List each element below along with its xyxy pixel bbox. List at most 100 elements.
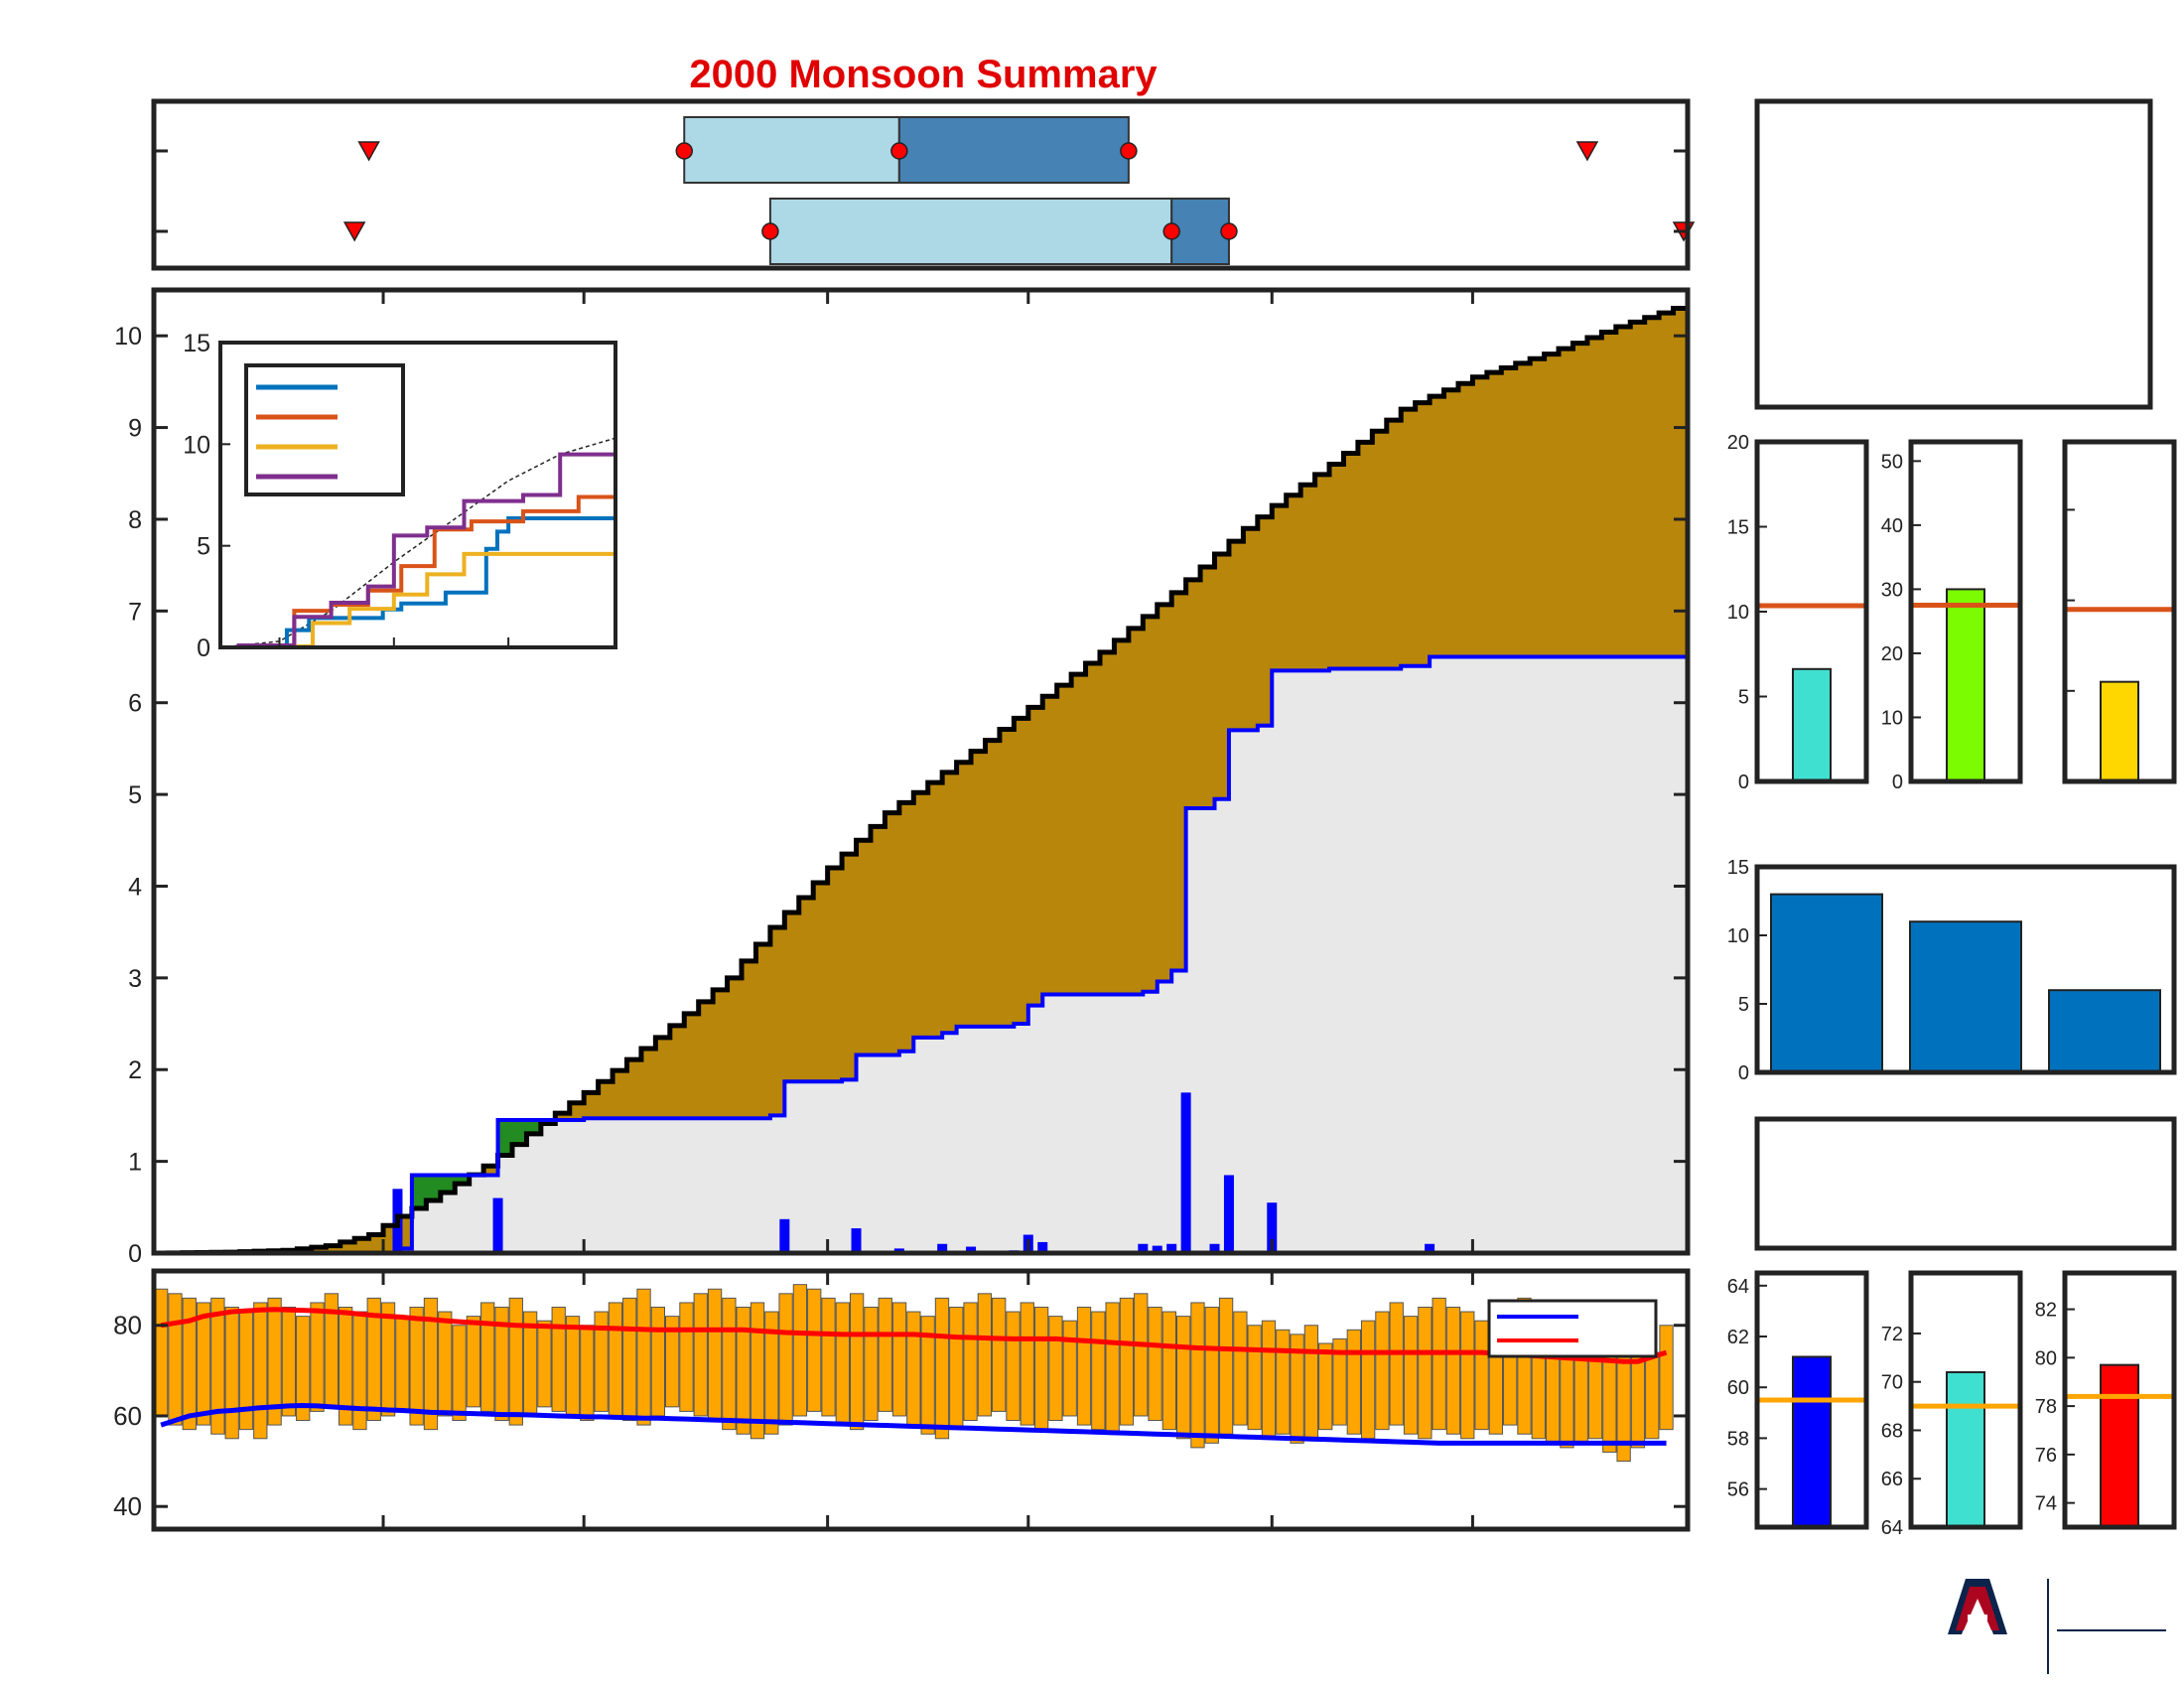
difference-fill (942, 772, 958, 1034)
daily-temp-bar (891, 1302, 907, 1417)
daily-temp-bar (1148, 1306, 1162, 1422)
inset-y-tick-label: 0 (197, 634, 210, 662)
inset-y-tick-label: 10 (183, 431, 210, 459)
daily-temp-bar (1318, 1342, 1333, 1431)
daily-temp-bar (409, 1306, 424, 1426)
daily-temp-bar (693, 1293, 708, 1417)
event-bar (2048, 989, 2161, 1074)
difference-fill (1615, 326, 1631, 657)
timing-frame (151, 98, 1691, 271)
difference-fill (1257, 516, 1273, 726)
daily-temp-bar (310, 1302, 325, 1412)
daily-temp-bar (508, 1297, 523, 1426)
daily-precip-bar (1425, 1243, 1435, 1253)
tmax-bar-frame (2062, 1270, 2177, 1530)
daily-temp-bar (792, 1284, 808, 1417)
daily-temp-bar (778, 1293, 793, 1426)
daily-temp-bar (736, 1306, 751, 1435)
events-y-tick-label: 15 (1727, 857, 1749, 879)
difference-fill (1559, 349, 1574, 657)
difference-fill (1185, 579, 1201, 808)
precip-bar-y-tick-label: 15 (1727, 517, 1749, 539)
difference-fill (426, 1175, 442, 1201)
difference-fill (784, 913, 800, 1082)
daily-temp-bar (1105, 1302, 1120, 1435)
difference-fill (971, 751, 987, 1027)
daily-precip-bar (1138, 1243, 1149, 1253)
daily-temp-bar (168, 1293, 183, 1426)
difference-fill (885, 812, 900, 1055)
daily-precip-bar (1223, 1175, 1234, 1253)
difference-fill (483, 1166, 499, 1176)
difference-fill (1157, 604, 1172, 982)
difference-fill (1572, 343, 1588, 657)
difference-fill (1472, 376, 1488, 657)
difference-fill (1644, 317, 1660, 657)
difference-fill (1114, 639, 1130, 995)
avg-75-marker (1120, 142, 1138, 160)
temps-y-tick-label: 40 (113, 1491, 142, 1521)
daily-temp-bar (182, 1297, 197, 1431)
daily-precip-bar (851, 1228, 862, 1253)
avg-50-marker (890, 142, 908, 160)
difference-fill (1027, 707, 1043, 1006)
y2000-25-50-bar (768, 198, 1173, 265)
daily-temp-bar (1346, 1329, 1361, 1435)
daily-temp-bar (338, 1306, 353, 1426)
temps-legend-box (1487, 1299, 1658, 1358)
daily-temp-bar (1176, 1316, 1191, 1440)
daily-temp-bar (580, 1325, 595, 1422)
daily-temp-bar (1218, 1297, 1234, 1435)
daily-temp-bar (537, 1320, 552, 1408)
difference-fill (1300, 485, 1316, 671)
daily-temp-bar (1445, 1306, 1461, 1435)
difference-fill (455, 1175, 471, 1185)
inset-series-2000 (220, 512, 617, 649)
daily-temp-bar (480, 1302, 495, 1412)
daily-temp-bar (1659, 1325, 1674, 1431)
tavg-bar-y-tick-label: 72 (1881, 1324, 1903, 1345)
daily-temp-bar (835, 1302, 850, 1426)
daily-precip-bar (1209, 1243, 1220, 1253)
main-y-tick-label: 3 (128, 965, 142, 993)
seasonal-stat-bars: 0 5 10 15 20 0 10 20 30 40 50 (1727, 432, 2177, 793)
daily-temp-bar (366, 1297, 381, 1422)
daily-temp-bar (1303, 1325, 1319, 1440)
inset-frame (218, 341, 617, 649)
temps-y-tick-label: 60 (113, 1401, 142, 1431)
difference-fill (1530, 358, 1546, 657)
difference-fill (340, 1241, 355, 1253)
tmin-bar-y-tick-label: 56 (1727, 1479, 1749, 1501)
difference-fill (1386, 420, 1402, 669)
main-y-tick-label: 7 (128, 598, 142, 626)
difference-fill (497, 1120, 513, 1156)
tavg-bar-y-tick-label: 64 (1881, 1517, 1903, 1539)
daily-temp-bar (1091, 1311, 1106, 1431)
daily-temp-bar (636, 1288, 651, 1426)
difference-fill (1343, 453, 1359, 669)
difference-fill (1630, 322, 1646, 657)
difference-fill (613, 1070, 628, 1119)
daily-temp-bar (807, 1288, 822, 1412)
tavg-bar-frame (1908, 1270, 2023, 1530)
daily-temp-bar (1276, 1329, 1291, 1435)
rain-days-bar-frame (1908, 439, 2023, 784)
daily-temp-bar (452, 1325, 467, 1422)
difference-fill (555, 1113, 571, 1121)
daily-temps-chart: 40 60 80 (113, 1268, 1691, 1532)
difference-fill (1085, 662, 1101, 995)
station-frame (1754, 98, 2153, 410)
ua-logo-a-inner (1956, 1587, 1999, 1630)
daily-temp-bar (1332, 1337, 1347, 1426)
main-y-tick-label: 2 (128, 1056, 142, 1084)
daily-temp-bar (665, 1316, 680, 1408)
daily-temp-bar (1134, 1293, 1149, 1417)
daily-temp-bar (1403, 1316, 1419, 1435)
inset-avg-line (219, 437, 616, 648)
events-y-tick-label: 10 (1727, 925, 1749, 947)
daily-temp-bar (1460, 1311, 1475, 1440)
precip-bar-y-tick-label: 5 (1738, 687, 1749, 709)
precip-events-chart: 0 5 10 15 (1727, 857, 2177, 1084)
difference-fill (655, 1037, 671, 1119)
difference-fill (985, 740, 1001, 1027)
